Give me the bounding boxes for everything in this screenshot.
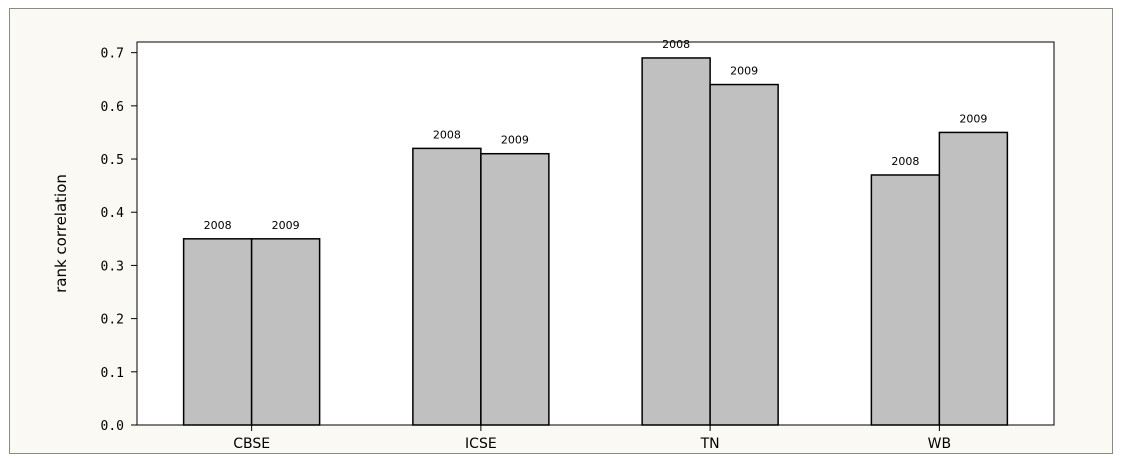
bar-data-label: 2008 bbox=[891, 155, 919, 168]
bar-data-label: 2008 bbox=[204, 219, 232, 232]
y-axis-title: rank correlation bbox=[52, 174, 70, 293]
bar-data-label: 2009 bbox=[272, 219, 300, 232]
bar-group: 2009 bbox=[480, 134, 550, 426]
bar bbox=[709, 83, 779, 426]
y-tick-label: 0.6 bbox=[101, 100, 124, 115]
y-tick-label: 0.7 bbox=[101, 47, 124, 62]
x-axis: CBSE ICSE TN WB bbox=[233, 425, 951, 452]
category-label: ICSE bbox=[465, 436, 497, 452]
category-label: CBSE bbox=[233, 436, 270, 452]
y-tick-label: 0.5 bbox=[101, 153, 124, 168]
bar-group: 2009 bbox=[250, 219, 321, 426]
category-label: WB bbox=[928, 436, 951, 452]
bar bbox=[938, 131, 1009, 426]
bar bbox=[412, 147, 482, 426]
bar bbox=[182, 238, 253, 426]
bar-data-label: 2008 bbox=[433, 128, 461, 141]
y-tick-label: 0.4 bbox=[101, 206, 125, 221]
bar-data-label: 2009 bbox=[501, 134, 529, 147]
y-tick-label: 0.0 bbox=[101, 419, 124, 434]
bar-group: 2008 bbox=[870, 155, 941, 426]
bar-group: 2009 bbox=[709, 65, 779, 426]
bar-group: 2008 bbox=[641, 38, 711, 426]
y-tick-label: 0.1 bbox=[101, 366, 124, 381]
bar bbox=[480, 152, 550, 426]
bar-data-label: 2009 bbox=[959, 112, 987, 125]
bar-group: 2008 bbox=[182, 219, 253, 426]
bar bbox=[250, 238, 321, 426]
bar-data-label: 2009 bbox=[730, 65, 758, 78]
y-axis: 0.0 0.1 0.2 0.3 0.4 0.5 0.6 0.7 bbox=[101, 47, 137, 434]
y-tick-label: 0.3 bbox=[101, 259, 124, 274]
bar bbox=[641, 57, 711, 426]
bar-group: 2009 bbox=[938, 112, 1009, 426]
bar bbox=[870, 174, 941, 426]
category-label: TN bbox=[700, 436, 720, 452]
bars: 2008 2009 2008 2009 2008 2009 2008 2009 bbox=[182, 38, 1009, 426]
y-tick-label: 0.2 bbox=[101, 313, 124, 328]
bar-group: 2008 bbox=[412, 128, 482, 426]
bar-data-label: 2008 bbox=[662, 38, 690, 51]
